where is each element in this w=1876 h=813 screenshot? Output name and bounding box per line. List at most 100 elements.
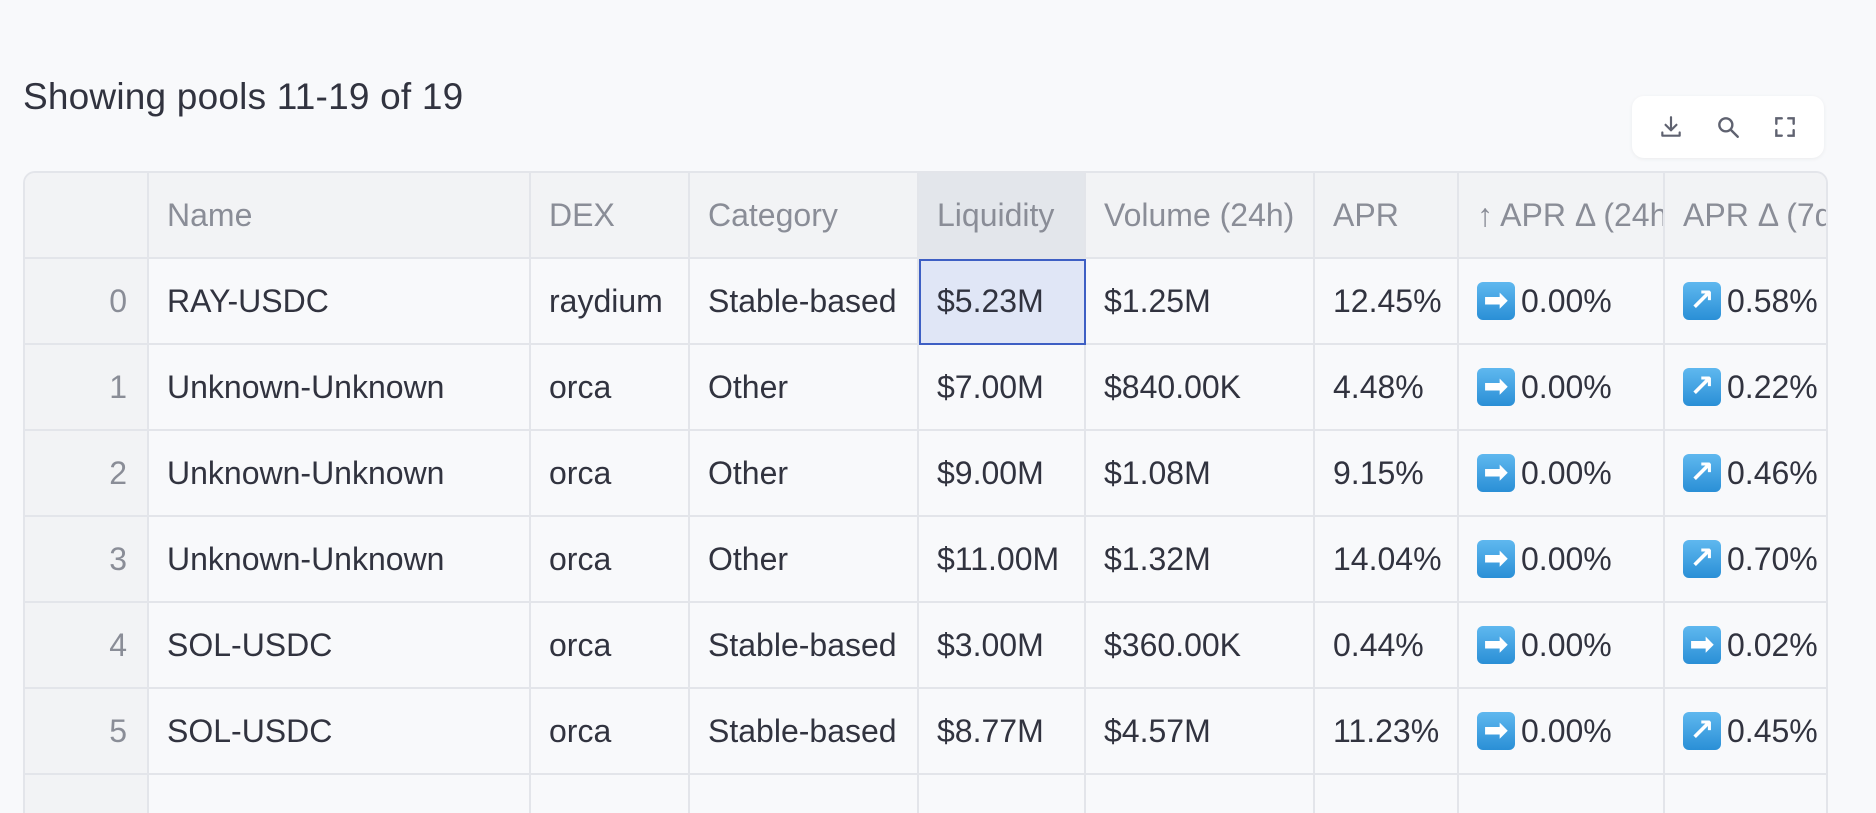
- trend-arrow-icon: ➡: [1477, 454, 1515, 492]
- cell-apr-delta-7d[interactable]: ↗ 0.22%: [1665, 345, 1826, 431]
- cell-name[interactable]: RAY-USDC: [149, 259, 531, 345]
- cell-index[interactable]: 1: [25, 345, 149, 431]
- cell-apr[interactable]: 9.15%: [1315, 431, 1459, 517]
- cell-volume[interactable]: $360.00K: [1086, 603, 1315, 689]
- search-icon: [1718, 117, 1739, 138]
- cell-volume[interactable]: $1.25M: [1086, 259, 1315, 345]
- cell-dex[interactable]: orca: [531, 431, 690, 517]
- cell-apr[interactable]: 4.48%: [1315, 345, 1459, 431]
- table-header-row: Name DEX Category Liquidity Volume (24h) APR ↑…: [25, 173, 1826, 259]
- cell-apr[interactable]: 0.44%: [1315, 603, 1459, 689]
- table-row-partial: [25, 775, 1826, 813]
- cell-liquidity[interactable]: $8.77M: [919, 689, 1086, 775]
- cell-volume[interactable]: $1.32M: [1086, 517, 1315, 603]
- cell-index[interactable]: 4: [25, 603, 149, 689]
- trend-arrow-icon: ↗: [1683, 712, 1721, 750]
- cell-value: 0.45%: [1727, 712, 1818, 749]
- cell-apr-delta-7d[interactable]: ↗ 0.70%: [1665, 517, 1826, 603]
- cell-apr-delta-24h[interactable]: ➡ 0.00%: [1459, 689, 1665, 775]
- cell-apr[interactable]: 11.23%: [1315, 689, 1459, 775]
- dataframe-toolbar: [1632, 96, 1824, 158]
- cell-apr-delta-24h[interactable]: ➡ 0.00%: [1459, 517, 1665, 603]
- column-header-apr[interactable]: APR: [1315, 173, 1459, 259]
- cell-index[interactable]: 2: [25, 431, 149, 517]
- cell-index[interactable]: 3: [25, 517, 149, 603]
- empty-cell: [1665, 775, 1826, 813]
- trend-arrow-icon: ➡: [1477, 368, 1515, 406]
- cell-name[interactable]: SOL-USDC: [149, 689, 531, 775]
- table-row[interactable]: 2 Unknown-Unknown orca Other $9.00M $1.08M 9.1…: [25, 431, 1826, 517]
- column-header-volume[interactable]: Volume (24h): [1086, 173, 1315, 259]
- cell-apr-delta-24h[interactable]: ➡ 0.00%: [1459, 259, 1665, 345]
- table-row[interactable]: 0 RAY-USDC raydium Stable-based $5.23M $1.25M…: [25, 259, 1826, 345]
- cell-volume[interactable]: $840.00K: [1086, 345, 1315, 431]
- trend-arrow-icon: ➡: [1477, 540, 1515, 578]
- cell-value: 0.00%: [1521, 454, 1612, 491]
- column-header-dex[interactable]: DEX: [531, 173, 690, 259]
- column-header-apr-delta-7d[interactable]: APR Δ (7d: [1665, 173, 1826, 259]
- empty-cell: [531, 775, 690, 813]
- cell-apr-delta-24h[interactable]: ➡ 0.00%: [1459, 345, 1665, 431]
- column-header-category[interactable]: Category: [690, 173, 919, 259]
- empty-cell: [690, 775, 919, 813]
- cell-name[interactable]: Unknown-Unknown: [149, 431, 531, 517]
- cell-name[interactable]: Unknown-Unknown: [149, 517, 531, 603]
- fullscreen-icon: [1775, 117, 1796, 137]
- cell-name[interactable]: SOL-USDC: [149, 603, 531, 689]
- table-row[interactable]: 1 Unknown-Unknown orca Other $7.00M $840.00K 4…: [25, 345, 1826, 431]
- cell-apr-delta-7d[interactable]: ↗ 0.46%: [1665, 431, 1826, 517]
- table-row[interactable]: 4 SOL-USDC orca Stable-based $3.00M $360.00K 0…: [25, 603, 1826, 689]
- cell-apr[interactable]: 12.45%: [1315, 259, 1459, 345]
- cell-apr-delta-7d[interactable]: ↗ 0.58%: [1665, 259, 1826, 345]
- column-header-index[interactable]: [25, 173, 149, 259]
- cell-index[interactable]: 0: [25, 259, 149, 345]
- cell-liquidity[interactable]: $7.00M: [919, 345, 1086, 431]
- pools-table[interactable]: Name DEX Category Liquidity Volume (24h) APR ↑…: [23, 171, 1828, 813]
- cell-dex[interactable]: raydium: [531, 259, 690, 345]
- cell-apr-delta-7d[interactable]: ↗ 0.45%: [1665, 689, 1826, 775]
- search-button[interactable]: [1708, 107, 1748, 147]
- cell-value: 0.00%: [1521, 282, 1612, 319]
- trend-arrow-icon: ↗: [1683, 540, 1721, 578]
- pool-count-caption: Showing pools 11-19 of 19: [23, 76, 464, 117]
- cell-category[interactable]: Stable-based: [690, 603, 919, 689]
- cell-value: 0.00%: [1521, 368, 1612, 405]
- column-header-apr-delta-24h[interactable]: ↑ APR Δ (24h): [1459, 173, 1665, 259]
- cell-index[interactable]: 5: [25, 689, 149, 775]
- trend-arrow-icon: ↗: [1683, 454, 1721, 492]
- empty-cell: [919, 775, 1086, 813]
- cell-category[interactable]: Stable-based: [690, 689, 919, 775]
- cell-liquidity[interactable]: $9.00M: [919, 431, 1086, 517]
- table-row[interactable]: 5 SOL-USDC orca Stable-based $8.77M $4.57M 11.…: [25, 689, 1826, 775]
- cell-dex[interactable]: orca: [531, 517, 690, 603]
- cell-liquidity[interactable]: $5.23M: [919, 259, 1086, 345]
- download-button[interactable]: [1651, 107, 1691, 147]
- cell-dex[interactable]: orca: [531, 603, 690, 689]
- empty-cell: [1086, 775, 1315, 813]
- empty-cell: [1459, 775, 1665, 813]
- cell-value: 0.00%: [1521, 540, 1612, 577]
- column-header-name[interactable]: Name: [149, 173, 531, 259]
- table-row[interactable]: 3 Unknown-Unknown orca Other $11.00M $1.32M 14…: [25, 517, 1826, 603]
- cell-apr-delta-7d[interactable]: ➡ 0.02%: [1665, 603, 1826, 689]
- cell-category[interactable]: Other: [690, 517, 919, 603]
- cell-dex[interactable]: orca: [531, 689, 690, 775]
- cell-volume[interactable]: $1.08M: [1086, 431, 1315, 517]
- cell-liquidity[interactable]: $11.00M: [919, 517, 1086, 603]
- column-header-liquidity[interactable]: Liquidity: [919, 173, 1086, 259]
- fullscreen-button[interactable]: [1765, 107, 1805, 147]
- cell-apr-delta-24h[interactable]: ➡ 0.00%: [1459, 431, 1665, 517]
- cell-apr-delta-24h[interactable]: ➡ 0.00%: [1459, 603, 1665, 689]
- cell-category[interactable]: Other: [690, 345, 919, 431]
- cell-name[interactable]: Unknown-Unknown: [149, 345, 531, 431]
- cell-category[interactable]: Other: [690, 431, 919, 517]
- cell-apr[interactable]: 14.04%: [1315, 517, 1459, 603]
- cell-category[interactable]: Stable-based: [690, 259, 919, 345]
- cell-dex[interactable]: orca: [531, 345, 690, 431]
- empty-cell: [25, 775, 149, 813]
- trend-arrow-icon: ➡: [1477, 282, 1515, 320]
- cell-volume[interactable]: $4.57M: [1086, 689, 1315, 775]
- cell-liquidity[interactable]: $3.00M: [919, 603, 1086, 689]
- empty-cell: [149, 775, 531, 813]
- trend-arrow-icon: ➡: [1477, 712, 1515, 750]
